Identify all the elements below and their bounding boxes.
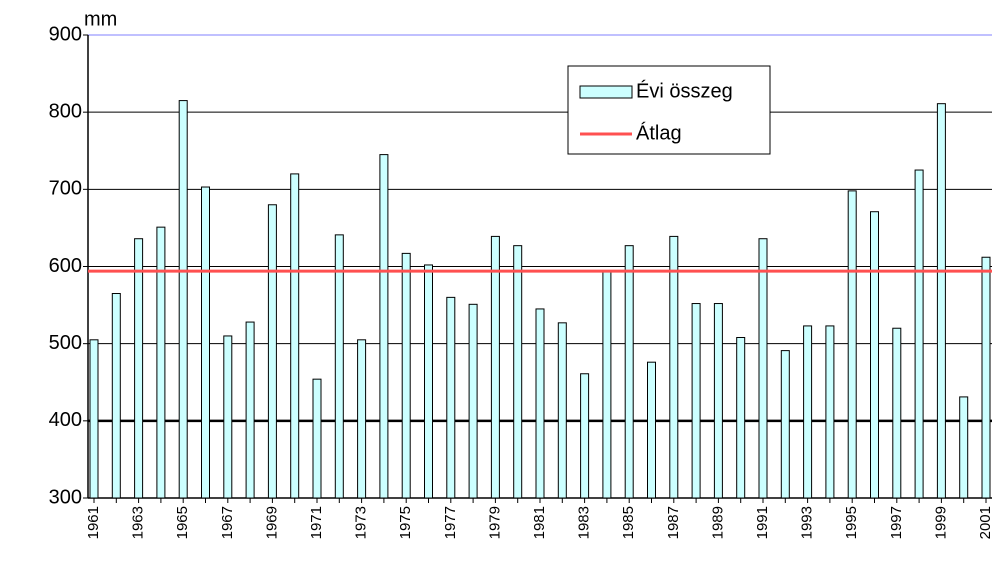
x-tick-label: 1995 [843, 506, 860, 539]
bar [425, 265, 433, 498]
y-tick-label: 600 [49, 255, 82, 277]
bar [603, 272, 611, 498]
bar [893, 328, 901, 498]
x-tick-label: 1971 [308, 506, 325, 539]
bar [491, 236, 499, 498]
bar [246, 322, 254, 498]
bar [514, 246, 522, 498]
bar [536, 309, 544, 498]
bar [179, 101, 187, 498]
x-tick-label: 1997 [888, 506, 905, 539]
bar [380, 155, 388, 498]
bar [692, 304, 700, 498]
y-tick-label: 400 [49, 409, 82, 431]
bar [90, 340, 98, 498]
y-tick-label: 500 [49, 332, 82, 354]
bar [915, 170, 923, 498]
x-tick-label: 1967 [219, 506, 236, 539]
bar [335, 235, 343, 498]
bar [982, 257, 990, 498]
x-tick-label: 1979 [486, 506, 503, 539]
bar [447, 297, 455, 498]
legend-swatch [580, 86, 632, 98]
bar [781, 351, 789, 498]
bar [937, 104, 945, 498]
x-tick-label: 1963 [130, 506, 147, 539]
x-tick-label: 1983 [576, 506, 593, 539]
bar [402, 253, 410, 498]
y-unit: mm [84, 8, 117, 30]
legend-label: Évi összeg [636, 79, 733, 102]
x-tick-label: 1965 [174, 506, 191, 539]
bar [469, 304, 477, 498]
bar [759, 239, 767, 498]
bar [714, 304, 722, 498]
y-tick-label: 800 [49, 100, 82, 122]
x-tick-label: 1981 [531, 506, 548, 539]
x-tick-label: 1989 [709, 506, 726, 539]
bar [112, 294, 120, 498]
bar [960, 397, 968, 498]
x-tick-label: 1999 [932, 506, 949, 539]
x-tick-label: 1969 [263, 506, 280, 539]
x-tick-label: 1973 [353, 506, 370, 539]
bar [157, 227, 165, 498]
bar [804, 326, 812, 498]
y-tick-label: 900 [49, 23, 82, 45]
bar [826, 326, 834, 498]
bar [581, 374, 589, 498]
bar [625, 246, 633, 498]
bar [648, 362, 656, 498]
x-tick-label: 1987 [665, 506, 682, 539]
bar [558, 323, 566, 498]
bar [670, 236, 678, 498]
legend-label: Átlag [636, 121, 682, 144]
x-tick-label: 1975 [397, 506, 414, 539]
x-tick-label: 2001 [977, 506, 992, 539]
bar [135, 239, 143, 498]
bar [224, 336, 232, 498]
bar [871, 212, 879, 498]
x-tick-label: 1977 [442, 506, 459, 539]
bar [737, 337, 745, 498]
x-tick-label: 1991 [754, 506, 771, 539]
bar [358, 340, 366, 498]
bar [202, 187, 210, 498]
x-tick-label: 1993 [799, 506, 816, 539]
x-tick-label: 1961 [85, 506, 102, 539]
bar [268, 205, 276, 498]
y-tick-label: 300 [49, 486, 82, 508]
x-tick-label: 1985 [620, 506, 637, 539]
bar [291, 174, 299, 498]
chart: mm 300 400 500 600 700 800 900 1961 1963 1965 1967… [0, 0, 992, 566]
y-tick-label: 700 [49, 178, 82, 200]
bar [313, 379, 321, 498]
bar [848, 191, 856, 498]
